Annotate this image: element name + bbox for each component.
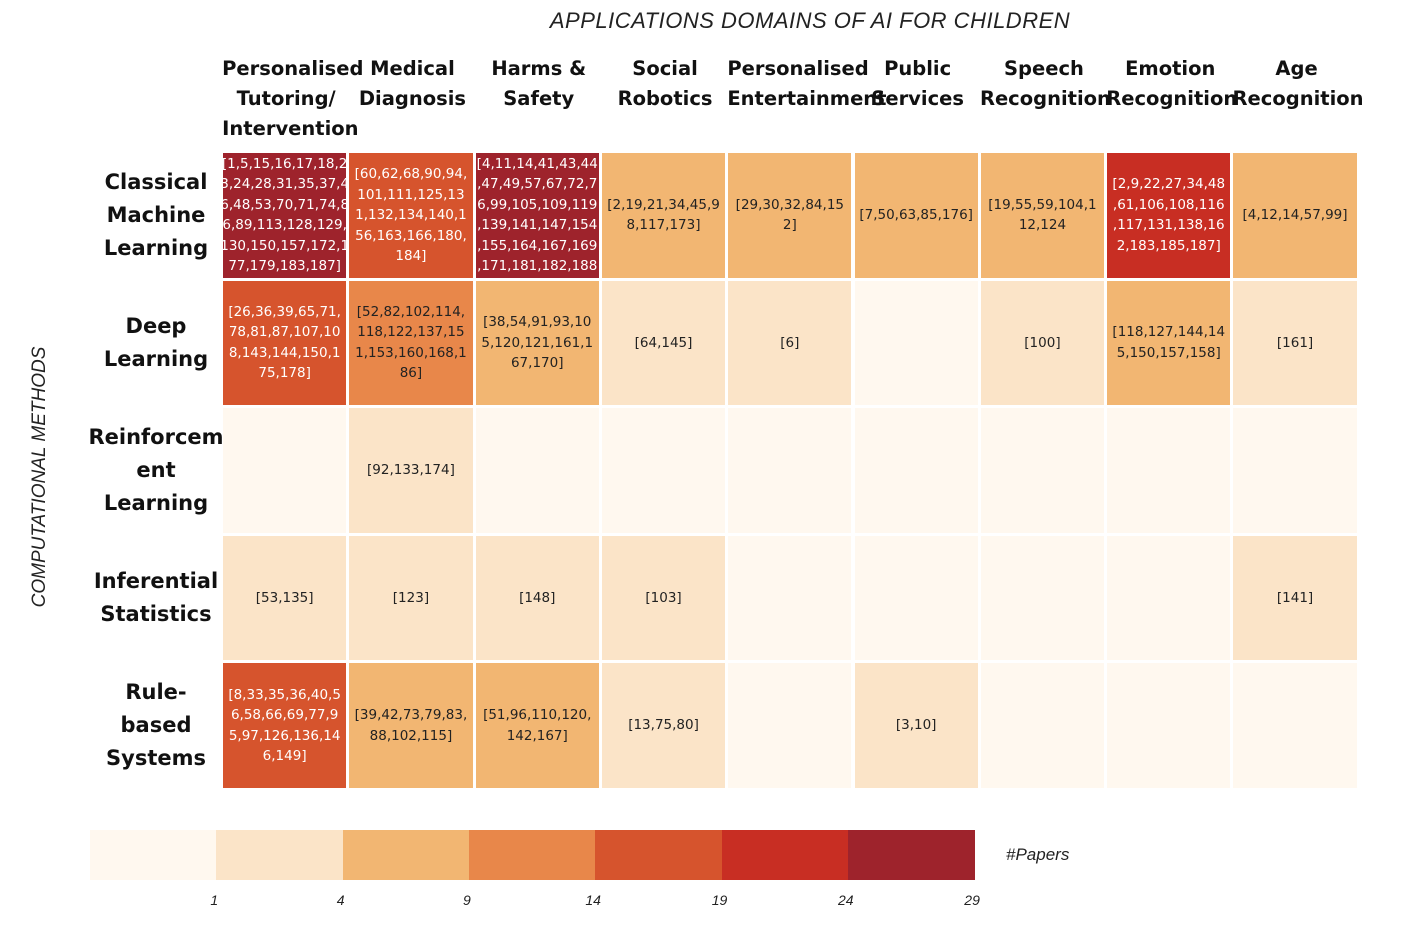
- heatmap-cell: [2,9,22,27,34,48 ,61,106,108,116 ,117,13…: [1107, 153, 1231, 278]
- legend-swatch: [342, 830, 470, 880]
- heatmap-cell: [26,36,39,65,71, 78,81,87,107,10 8,143,1…: [223, 280, 347, 406]
- heatmap-cell: [980, 535, 1105, 661]
- legend-swatch: [90, 830, 217, 880]
- row-header: Inferential Statistics: [93, 569, 219, 627]
- heatmap-cell: [3,10]: [854, 663, 978, 788]
- heatmap-cell: [53,135]: [223, 535, 347, 661]
- heatmap-cell: [4,12,14,57,99]: [1233, 153, 1357, 278]
- row-header: Classical Machine Learning: [103, 169, 209, 260]
- heatmap-cell: [7,50,63,85,176]: [854, 153, 978, 278]
- heatmap-cell: [728, 408, 852, 533]
- legend-swatch: [216, 830, 344, 880]
- heatmap-cell: [52,82,102,114, 118,122,137,15 1,153,160…: [349, 280, 473, 406]
- heatmap-cell: [8,33,35,36,40,5 6,58,66,69,77,9 5,97,12…: [223, 663, 347, 788]
- heatmap-cell: [1233, 408, 1357, 533]
- heatmap-cell: [980, 663, 1105, 788]
- heatmap-cell: [141]: [1233, 535, 1357, 661]
- heatmap-cell: [103]: [601, 535, 726, 661]
- heatmap-cell: [161]: [1233, 280, 1357, 406]
- heatmap-cell: [1233, 663, 1357, 788]
- column-header: Harms & Safety: [491, 57, 587, 110]
- heatmap-cell: [223, 408, 347, 533]
- heatmap-cell: [148]: [475, 535, 599, 661]
- heatmap-cell: [980, 408, 1105, 533]
- legend-tick-label: 14: [585, 892, 601, 908]
- column-header: Personalised Entertainment: [727, 57, 887, 110]
- heatmap-cell: [38,54,91,93,10 5,120,121,161,1 67,170]: [475, 280, 599, 406]
- legend-tick-label: 1: [210, 892, 219, 908]
- legend-label: #Papers: [1006, 845, 1070, 864]
- heatmap-cell: [19,55,59,104,1 12,124: [980, 153, 1105, 278]
- heatmap-cell: [92,133,174]: [349, 408, 473, 533]
- column-header: Personalised Tutoring/ Intervention: [222, 57, 364, 140]
- heatmap-cell: [51,96,110,120, 142,167]: [475, 663, 599, 788]
- legend-swatch: [468, 830, 596, 880]
- heatmap-cell: [13,75,80]: [601, 663, 726, 788]
- heatmap-cell: [2,19,21,34,45,9 8,117,173]: [601, 153, 726, 278]
- heatmap-cell: [854, 408, 978, 533]
- heatmap-cell: [1107, 408, 1231, 533]
- heatmap-cell: [64,145]: [601, 280, 726, 406]
- heatmap-cell: [728, 535, 852, 661]
- heatmap-cell: [118,127,144,14 5,150,157,158]: [1107, 280, 1231, 406]
- legend-swatch: [721, 830, 849, 880]
- heatmap-cell: [1107, 663, 1231, 788]
- column-header: Social Robotics: [617, 57, 713, 110]
- column-header: Medical Diagnosis: [358, 57, 467, 110]
- column-header: Age Recognition: [1232, 57, 1364, 110]
- legend-swatch: [847, 830, 975, 880]
- row-header: Rule-based Systems: [106, 680, 206, 771]
- heatmap-cell: [854, 280, 978, 406]
- heatmap-cell: [29,30,32,84,15 2]: [728, 153, 852, 278]
- legend-swatch: [595, 830, 722, 880]
- heatmap-cell: [728, 663, 852, 788]
- legend-tick-label: 4: [336, 892, 345, 908]
- row-header: Deep Learning: [103, 313, 209, 371]
- heatmap-cell: [1107, 535, 1231, 661]
- legend-tick-label: 29: [964, 892, 980, 908]
- heatmap-cell: [123]: [349, 535, 473, 661]
- y-axis-label: COMPUTATIONAL METHODS: [29, 346, 50, 608]
- legend-tick-label: 24: [838, 892, 854, 908]
- legend-tick-label: 9: [462, 892, 471, 908]
- heatmap-cell: [39,42,73,79,83, 88,102,115]: [349, 663, 473, 788]
- heatmap-cell: [601, 408, 726, 533]
- heatmap-cell: [100]: [980, 280, 1105, 406]
- row-header: Reinforcem ent Learning: [88, 424, 224, 515]
- legend-tick-label: 19: [711, 892, 728, 908]
- chart-title: APPLICATIONS DOMAINS OF AI FOR CHILDREN: [549, 8, 1071, 33]
- column-header: Emotion Recognition: [1106, 57, 1238, 110]
- heatmap-cell: [6]: [728, 280, 852, 406]
- heatmap-cell: [475, 408, 599, 533]
- heatmap-cell: [1,5,15,16,17,18,2 3,24,28,31,35,37,4 6,…: [220, 153, 349, 278]
- heatmap-cell: [854, 535, 978, 661]
- heatmap-cell: [60,62,68,90,94, 101,111,125,13 1,132,13…: [349, 153, 473, 278]
- column-header: Speech Recognition: [979, 57, 1111, 110]
- heatmap-cell: [4,11,14,41,43,44 ,47,49,57,67,72,7 6,99…: [475, 153, 599, 278]
- column-header: Public Services: [871, 57, 964, 110]
